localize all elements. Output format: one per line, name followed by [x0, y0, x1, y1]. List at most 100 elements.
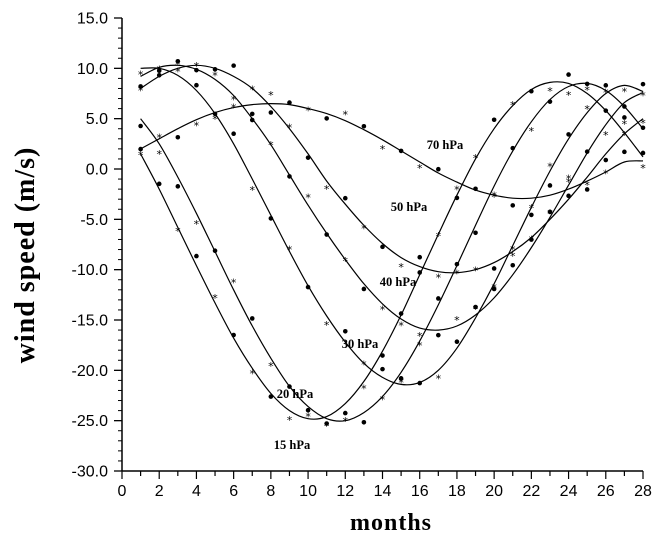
data-point-dot	[491, 266, 497, 271]
data-point-dot	[268, 216, 274, 221]
x-tick-label: 22	[522, 483, 540, 500]
data-point-asterisk: *	[268, 89, 274, 102]
data-point-asterisk: *	[398, 319, 404, 332]
data-point-asterisk: *	[287, 414, 293, 427]
y-tick-label: 5.0	[86, 111, 108, 128]
data-point-asterisk: *	[287, 122, 293, 135]
data-point-asterisk: *	[194, 218, 200, 231]
data-point-dot	[547, 99, 553, 104]
data-point-dot	[212, 67, 218, 72]
data-point-dot	[473, 186, 478, 192]
data-point-dot	[566, 72, 571, 77]
data-point-dot	[268, 394, 274, 399]
y-tick-label: -20.0	[72, 363, 109, 380]
y-tick-label: -30.0	[72, 464, 109, 481]
series-line	[140, 64, 644, 331]
data-point-dot	[361, 286, 367, 292]
data-point-asterisk: *	[640, 117, 646, 130]
data-point-dot	[622, 104, 627, 109]
data-point-dot	[436, 166, 441, 172]
data-point-dot	[324, 116, 329, 121]
data-point-dot	[529, 212, 534, 218]
x-tick-label: 28	[634, 483, 652, 500]
data-point-dot	[194, 67, 199, 73]
data-point-asterisk: *	[380, 304, 386, 317]
series-label: 40 hPa	[380, 275, 417, 289]
data-point-asterisk: *	[603, 129, 609, 142]
data-point-dot	[454, 261, 460, 267]
data-point-dot	[398, 311, 404, 316]
data-point-asterisk: *	[417, 340, 423, 353]
data-point-dot	[584, 81, 590, 87]
data-point-dot	[603, 83, 609, 88]
data-point-dot	[584, 187, 590, 192]
data-point-dot	[212, 111, 218, 117]
data-point-dot	[454, 339, 460, 344]
x-tick-label: 4	[192, 483, 201, 500]
data-point-asterisk: *	[138, 84, 144, 97]
data-point-asterisk: *	[138, 149, 144, 162]
data-point-asterisk: *	[436, 230, 442, 243]
x-tick-label: 8	[266, 483, 275, 500]
data-point-asterisk: *	[175, 225, 181, 238]
data-point-asterisk: *	[156, 148, 162, 161]
data-point-dot	[231, 332, 236, 338]
data-point-asterisk: *	[454, 314, 460, 327]
data-point-dot	[287, 384, 292, 389]
data-point-asterisk: *	[454, 184, 460, 197]
data-point-dot	[361, 123, 367, 129]
data-point-asterisk: *	[361, 223, 367, 236]
series-label: 15 hPa	[274, 438, 311, 452]
y-tick-label: -10.0	[72, 262, 109, 279]
data-point-asterisk: *	[566, 176, 572, 189]
data-point-dot	[324, 421, 329, 426]
series-label: 50 hPa	[391, 200, 428, 214]
data-point-asterisk: *	[491, 189, 497, 202]
data-point-asterisk: *	[212, 70, 218, 83]
data-point-asterisk: *	[566, 89, 572, 102]
data-point-dot	[342, 328, 348, 334]
data-point-asterisk: *	[305, 410, 311, 423]
data-point-dot	[417, 254, 423, 260]
data-point-dot	[249, 117, 255, 123]
data-point-dot	[380, 366, 385, 372]
data-point-dot	[436, 332, 441, 338]
data-point-dot	[417, 380, 423, 386]
data-point-dot	[268, 110, 274, 115]
data-point-asterisk: *	[510, 250, 516, 263]
data-point-asterisk: *	[305, 192, 311, 205]
data-point-dot	[491, 286, 497, 292]
data-point-dot	[324, 232, 329, 237]
data-point-dot	[175, 184, 181, 189]
data-point-dot	[287, 100, 292, 105]
data-point-asterisk: *	[268, 360, 274, 373]
data-point-dot	[547, 209, 553, 215]
data-point-dot	[361, 419, 367, 425]
data-point-asterisk: *	[175, 65, 181, 78]
y-tick-label: -25.0	[72, 413, 109, 430]
data-point-dot	[622, 115, 627, 120]
data-point-asterisk: *	[436, 373, 442, 386]
data-point-asterisk: *	[417, 330, 423, 343]
data-point-asterisk: *	[324, 420, 330, 433]
series-label: 20 hPa	[277, 387, 314, 401]
series-markers: * * * * * * * * * * * * * * * * * * * * * * * * * * * * * * * * * * * * * * * *…	[138, 59, 646, 433]
x-tick-label: 26	[597, 483, 615, 500]
data-point-dot	[584, 149, 590, 154]
data-point-dot	[287, 174, 292, 179]
x-tick-label: 24	[560, 483, 578, 500]
data-point-dot	[454, 195, 460, 201]
data-point-dot	[529, 237, 534, 242]
data-point-asterisk: *	[473, 303, 479, 316]
data-point-dot	[156, 181, 162, 187]
data-point-dot	[510, 262, 516, 268]
data-point-asterisk: *	[250, 184, 256, 197]
y-tick-label: -15.0	[72, 313, 109, 330]
x-tick-label: 0	[118, 483, 127, 500]
series-line	[140, 81, 644, 420]
data-point-dot	[249, 316, 255, 321]
data-point-dot	[342, 195, 348, 201]
data-point-asterisk: *	[473, 152, 479, 165]
data-point-dot	[156, 68, 162, 73]
data-point-asterisk: *	[547, 160, 553, 173]
